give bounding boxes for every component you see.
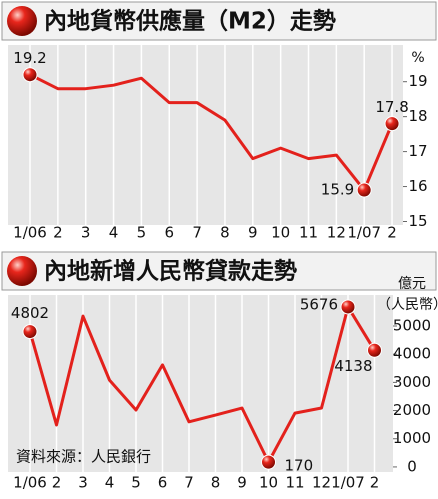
x-tick-label: 10	[259, 474, 278, 492]
x-tick-label: 11	[299, 224, 318, 242]
x-tick-label: 2	[387, 224, 397, 242]
marker	[22, 324, 38, 340]
x-tick-label: 8	[211, 474, 221, 492]
marker	[22, 67, 38, 83]
x-tick-label: 3	[78, 474, 88, 492]
x-tick-label: 10	[271, 224, 290, 242]
x-tick-label: 9	[248, 224, 258, 242]
marker	[356, 182, 372, 198]
x-tick-label: 2	[370, 474, 380, 492]
x-tick-label: 2	[52, 474, 62, 492]
x-tick-label: 7	[192, 224, 202, 242]
data-label: 17.8	[375, 98, 408, 116]
x-tick-label: 12	[312, 474, 331, 492]
y-tick-label: 17	[408, 142, 427, 160]
x-tick-label: 1/07	[331, 474, 365, 492]
x-tick-label: 7	[184, 474, 194, 492]
y-tick-label: 1000	[393, 429, 431, 447]
x-tick-label: 11	[285, 474, 304, 492]
y-tick-label: 0	[407, 457, 417, 475]
x-tick-label: 6	[164, 224, 174, 242]
title-icon	[7, 6, 37, 36]
x-tick-label: 9	[237, 474, 247, 492]
marker	[261, 454, 276, 470]
y-tick-label: 3000	[393, 373, 431, 391]
source-note: 資料來源：人民銀行	[16, 448, 151, 466]
marker	[367, 342, 382, 358]
line	[28, 305, 376, 464]
data-label: 19.2	[13, 49, 46, 67]
y-tick-label: 2000	[393, 401, 431, 419]
title-icon	[7, 256, 37, 286]
data-label: 5676	[300, 295, 338, 313]
marker	[384, 116, 400, 132]
x-tick-label: 1/07	[347, 224, 381, 242]
x-tick-label: 8	[220, 224, 230, 242]
data-label: 4802	[11, 304, 49, 322]
plot-area	[8, 45, 403, 225]
x-tick-label: 5	[131, 474, 141, 492]
x-tick-label: 4	[109, 224, 119, 242]
y-axis-label: 億元	[398, 276, 426, 292]
y-tick-label: 5000	[393, 317, 431, 335]
y-tick-label: 15	[408, 212, 427, 230]
chart-title: 內地新增人民幣貸款走勢	[44, 258, 297, 285]
y-axis-label: %	[411, 50, 424, 66]
y-tick-label: 4000	[393, 345, 431, 363]
chart-title: 內地貨幣供應量（M2）走勢	[44, 8, 336, 35]
data-label: 15.9	[321, 181, 354, 199]
data-label: 170	[285, 457, 314, 475]
x-tick-label: 3	[81, 224, 91, 242]
marker	[340, 299, 356, 315]
y-tick-label: 16	[408, 177, 427, 195]
x-tick-label: 2	[53, 224, 63, 242]
x-tick-label: 1/06	[13, 224, 47, 242]
x-tick-label: 1/06	[13, 474, 47, 492]
y-axis-label: （人民幣）	[377, 297, 438, 313]
x-tick-label: 5	[137, 224, 147, 242]
line	[29, 73, 394, 192]
title-bar	[1, 251, 437, 291]
title-bar	[1, 1, 437, 41]
data-label: 4138	[334, 357, 372, 375]
x-tick-label: 6	[158, 474, 168, 492]
y-tick-label: 19	[408, 72, 427, 90]
x-tick-label: 12	[327, 224, 346, 242]
x-tick-label: 4	[105, 474, 115, 492]
y-tick-label: 18	[408, 107, 427, 125]
